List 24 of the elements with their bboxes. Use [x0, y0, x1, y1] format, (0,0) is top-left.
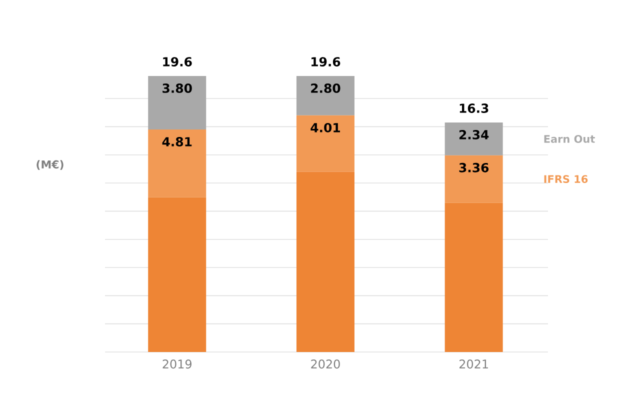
bar [444, 122, 503, 156]
bar [148, 130, 206, 198]
x-tick-label: 2020 [311, 360, 340, 369]
bar [444, 155, 503, 203]
bar [148, 76, 206, 130]
total-label: 19.6 [312, 57, 340, 66]
bar [296, 115, 354, 172]
bar [296, 172, 354, 352]
data-label: 4.01 [310, 122, 340, 132]
bar [296, 76, 354, 116]
x-tick-label: 2019 [162, 360, 192, 369]
text: IFRS 16 [544, 175, 588, 184]
data-label: 2.80 [311, 84, 340, 93]
x-tick-label: 2021 [459, 360, 488, 369]
text: Earn Out [544, 134, 595, 143]
data-label: 3.36 [459, 162, 489, 172]
y-axis-title: (M€) [36, 160, 64, 170]
total-label: 16.3 [460, 104, 488, 113]
bar [444, 202, 503, 352]
total-label: 19.6 [163, 57, 192, 66]
data-label: 3.80 [162, 84, 192, 93]
data-label: 4.81 [162, 137, 192, 146]
bar [148, 197, 206, 352]
data-label: 2.34 [459, 130, 489, 140]
